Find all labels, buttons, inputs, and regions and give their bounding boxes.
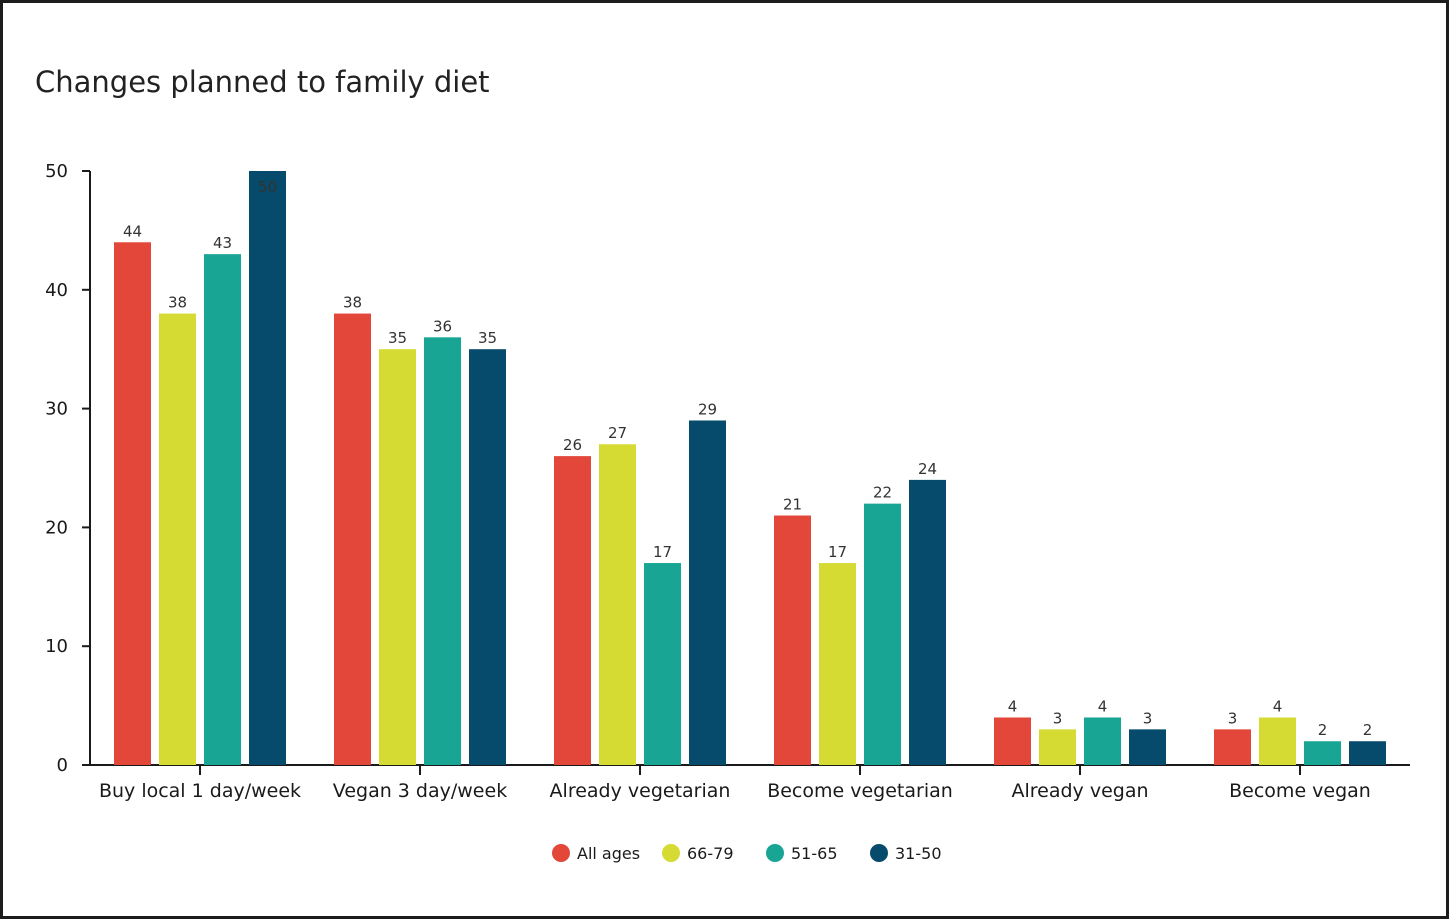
- bar: [1259, 717, 1296, 765]
- bar: [114, 242, 151, 765]
- data-label: 22: [873, 484, 892, 502]
- bar: [334, 313, 371, 765]
- x-tick-label: Become vegan: [1229, 780, 1371, 802]
- bar: [994, 717, 1031, 765]
- legend-item: 31-50: [870, 844, 942, 863]
- y-tick-label: 40: [45, 280, 68, 301]
- bar: [864, 503, 901, 765]
- bar: [1084, 717, 1121, 765]
- y-tick-label: 50: [45, 161, 68, 182]
- bar: [774, 515, 811, 765]
- legend-item: All ages: [552, 844, 640, 863]
- bar: [1129, 729, 1166, 765]
- bar: [554, 456, 591, 765]
- bar: [204, 254, 241, 765]
- data-label: 38: [168, 294, 187, 312]
- bar: [249, 171, 286, 765]
- data-label: 4: [1273, 697, 1283, 715]
- bar: [1214, 729, 1251, 765]
- y-tick-label: 0: [57, 755, 68, 776]
- bar: [424, 337, 461, 765]
- legend-label: 66-79: [687, 844, 734, 863]
- bar: [1039, 729, 1076, 765]
- bar: [379, 349, 416, 765]
- data-label: 35: [478, 329, 497, 347]
- legend-item: 66-79: [662, 844, 734, 863]
- legend-swatch: [662, 844, 680, 862]
- legend-label: 51-65: [791, 844, 838, 863]
- data-label: 17: [828, 543, 847, 561]
- bar: [159, 313, 196, 765]
- bar: [469, 349, 506, 765]
- data-label: 36: [433, 317, 452, 335]
- data-label: 3: [1228, 709, 1238, 727]
- data-label: 17: [653, 543, 672, 561]
- legend-swatch: [552, 844, 570, 862]
- bar: [819, 563, 856, 765]
- bar: [599, 444, 636, 765]
- legend-swatch: [870, 844, 888, 862]
- data-label: 3: [1143, 709, 1153, 727]
- chart-title: Changes planned to family diet: [35, 65, 490, 99]
- data-label: 27: [608, 424, 627, 442]
- bar: [909, 479, 946, 765]
- x-tick-label: Already vegetarian: [550, 780, 731, 802]
- data-label: 21: [783, 496, 802, 514]
- data-label: 26: [563, 436, 582, 454]
- x-tick-label: Become vegetarian: [767, 780, 953, 802]
- bars: [114, 171, 1386, 765]
- bar: [1349, 741, 1386, 765]
- legend-item: 51-65: [766, 844, 838, 863]
- legend-label: All ages: [577, 844, 640, 863]
- bar: [689, 420, 726, 765]
- y-tick-label: 10: [45, 636, 68, 657]
- data-label: 4: [1008, 697, 1018, 715]
- data-label: 29: [698, 400, 717, 418]
- y-tick-label: 30: [45, 399, 68, 420]
- bar: [644, 563, 681, 765]
- data-label: 43: [213, 234, 232, 252]
- x-tick-label: Already vegan: [1011, 780, 1148, 802]
- data-label: 24: [918, 460, 937, 478]
- data-label: 2: [1363, 721, 1373, 739]
- data-label: 50: [258, 178, 277, 196]
- data-label: 38: [343, 294, 362, 312]
- legend-swatch: [766, 844, 784, 862]
- data-label: 35: [388, 329, 407, 347]
- data-label: 3: [1053, 709, 1063, 727]
- data-label: 2: [1318, 721, 1328, 739]
- bar: [1304, 741, 1341, 765]
- data-label: 4: [1098, 697, 1108, 715]
- legend: All ages 66-79 51-65 31-50: [552, 844, 942, 863]
- axes: 0 10 20 30 40 50 Buy local 1 day/week Vegan 3 d…: [45, 161, 1410, 802]
- legend-label: 31-50: [895, 844, 942, 863]
- data-label: 44: [123, 222, 142, 240]
- x-tick-label: Buy local 1 day/week: [99, 780, 301, 802]
- y-tick-label: 20: [45, 517, 68, 538]
- x-tick-label: Vegan 3 day/week: [333, 780, 507, 802]
